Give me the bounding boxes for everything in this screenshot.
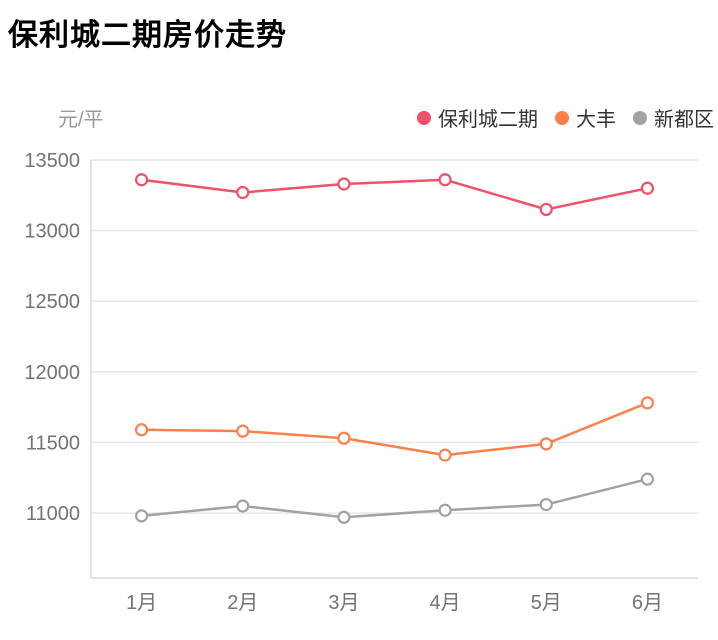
y-tick-label: 12500 <box>24 291 80 313</box>
x-tick-label: 1月 <box>126 592 157 614</box>
y-tick-label: 13500 <box>24 150 80 172</box>
x-tick-label: 3月 <box>328 592 359 614</box>
x-tick-label: 2月 <box>227 592 258 614</box>
series-line-0 <box>140 178 649 211</box>
legend-dot-icon <box>633 110 647 125</box>
data-point-2-3 <box>438 503 452 517</box>
data-point-0-0 <box>134 173 149 187</box>
legend-dot-icon <box>555 110 569 125</box>
legend-item-0[interactable]: 保利城二期 <box>417 103 538 132</box>
data-point-1-5 <box>640 396 655 410</box>
series-line-1 <box>140 401 649 457</box>
y-tick-label: 11000 <box>26 503 80 525</box>
y-axis-unit-label: 元/平 <box>58 109 104 131</box>
series-line-2 <box>140 477 649 519</box>
x-tick-label: 4月 <box>430 592 461 614</box>
data-point-2-2 <box>337 510 351 524</box>
legend: 保利城二期 大丰 新都区 <box>417 103 714 132</box>
data-point-1-1 <box>236 424 250 438</box>
x-tick-label: 6月 <box>632 592 663 614</box>
y-tick-label: 13000 <box>24 221 80 243</box>
data-point-0-4 <box>539 202 553 217</box>
data-point-1-0 <box>134 423 149 437</box>
legend-label: 新都区 <box>654 109 714 131</box>
legend-label: 保利城二期 <box>438 109 538 131</box>
data-point-2-0 <box>134 509 149 523</box>
data-point-2-1 <box>236 499 250 513</box>
data-point-1-3 <box>438 448 452 462</box>
legend-item-2[interactable]: 新都区 <box>633 103 714 132</box>
legend-dot-icon <box>417 110 431 125</box>
legend-label: 大丰 <box>576 109 616 131</box>
legend-item-1[interactable]: 大丰 <box>555 103 616 132</box>
data-point-1-2 <box>337 431 351 445</box>
y-tick-label: 12000 <box>24 362 80 384</box>
data-point-0-2 <box>337 177 351 191</box>
y-tick-label: 11500 <box>26 432 80 454</box>
data-point-1-4 <box>539 437 553 451</box>
x-tick-label: 5月 <box>531 592 562 614</box>
data-point-0-5 <box>640 181 655 195</box>
data-point-2-4 <box>539 497 553 512</box>
data-point-0-3 <box>438 173 452 187</box>
data-point-0-1 <box>236 185 250 200</box>
data-point-2-5 <box>640 472 655 486</box>
page-title: 保利城二期房价走势 <box>8 19 287 52</box>
